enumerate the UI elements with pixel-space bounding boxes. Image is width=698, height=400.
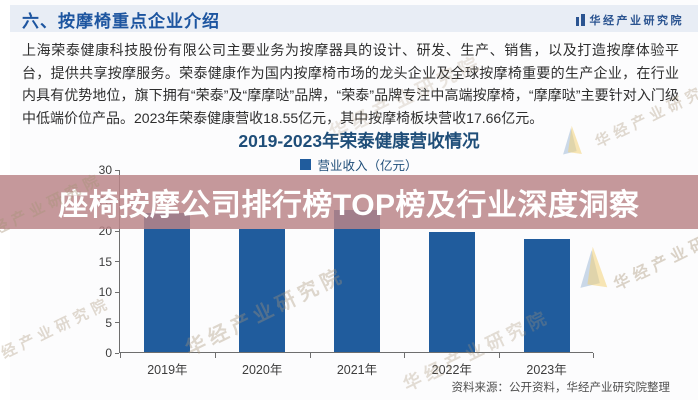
y-tick-mark: [115, 352, 119, 354]
logo-bars-icon: [575, 14, 585, 26]
x-tick-label: 2021年: [336, 363, 378, 377]
y-tick-mark: [115, 322, 119, 323]
y-tick-label: 30: [98, 163, 112, 177]
x-tick-mark: [499, 353, 501, 358]
x-tick-label: 2019年: [147, 363, 188, 377]
chart-title: 2019-2023年荣泰健康营收情况: [238, 131, 480, 151]
y-tick-mark: [115, 169, 119, 171]
intro-paragraph: 上海荣泰健康科技股份有限公司主要业务为按摩器具的设计、研发、生产、销售，以及打造…: [22, 42, 679, 126]
y-tick-label: 10: [98, 285, 112, 299]
x-tick-label: 2022年: [431, 363, 472, 377]
page-title: 六、按摩椅重点企业介绍: [22, 12, 220, 31]
x-tick-mark: [593, 353, 594, 358]
y-tick-mark: [115, 261, 119, 262]
bar-2019年: [144, 213, 191, 352]
x-tick-mark: [120, 353, 121, 358]
y-tick-mark: [115, 230, 119, 232]
x-tick-label: 2020年: [242, 363, 283, 377]
x-tick-mark: [404, 353, 406, 358]
source-note: 资料来源：公开资料，华经产业研究院整理: [451, 382, 671, 394]
legend-label: 营业收入（亿元）: [317, 159, 418, 173]
bar-2020年: [239, 229, 286, 352]
y-tick-label: 5: [105, 315, 112, 330]
overlay-banner: 座椅按摩公司排行榜TOP榜及行业深度洞察: [0, 175, 698, 229]
bar-2023年: [523, 239, 570, 352]
overlay-banner-text: 座椅按摩公司排行榜TOP榜及行业深度洞察: [58, 189, 640, 222]
brand-logo: 华经产业研究院: [575, 12, 685, 28]
x-tick-mark: [309, 353, 311, 358]
legend-swatch: [300, 159, 312, 170]
y-tick-mark: [115, 291, 119, 293]
brand-logo-text: 华经产业研究院: [589, 15, 684, 27]
x-tick-label: 2023年: [526, 363, 567, 377]
chart-legend: 营业收入（亿元）: [113, 155, 605, 174]
y-tick-label: 0: [105, 346, 112, 360]
bar-2022年: [428, 232, 475, 352]
x-tick-mark: [214, 353, 216, 358]
y-tick-label: 15: [98, 254, 112, 269]
chart-plot: 0510152025302019年2020年2021年2022年2023年: [99, 163, 594, 377]
bar-2021年: [334, 210, 380, 352]
